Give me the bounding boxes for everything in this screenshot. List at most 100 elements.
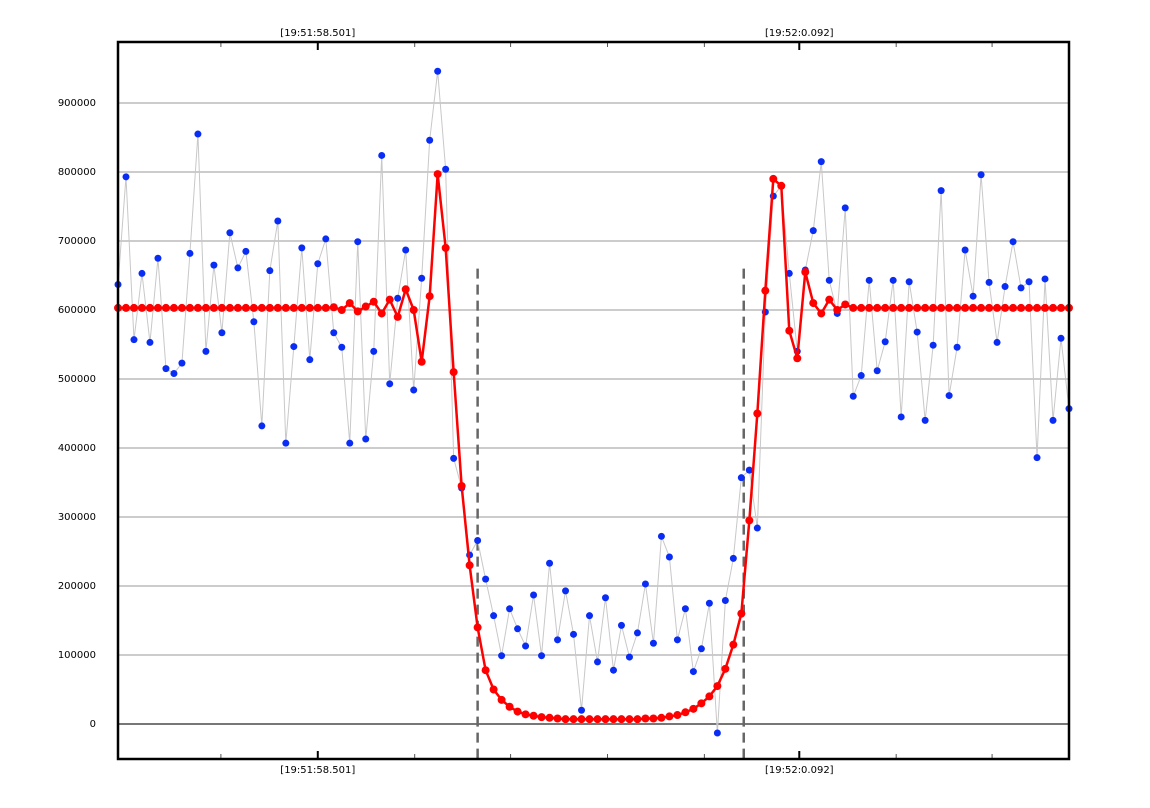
data-point [665,553,673,561]
x-tick-label: [19:52:0.092] [765,765,834,776]
series-line [117,71,1070,734]
data-point [257,303,266,312]
data-point [122,173,130,181]
data-point [338,343,346,351]
data-point [721,664,730,673]
data-point [305,303,314,312]
data-point [633,629,641,637]
data-point [1041,275,1049,283]
data-point [298,244,306,252]
data-point [570,630,578,638]
data-point [921,303,930,312]
y-tick-label: 900000 [58,98,96,109]
data-point [514,625,522,633]
data-point [753,409,762,418]
data-point [577,715,586,724]
data-point [361,302,370,311]
data-point [897,413,905,421]
data-point [234,264,242,272]
data-point [817,309,826,318]
data-point [593,715,602,724]
data-point [497,695,506,704]
data-point [609,666,617,674]
data-point [873,303,882,312]
data-point [433,170,442,179]
data-point [369,297,378,306]
data-point [329,303,338,312]
data-point [145,303,154,312]
data-point [513,707,522,716]
data-point [801,268,810,277]
data-point [185,303,194,312]
data-point [841,300,850,309]
data-point [929,303,938,312]
data-point [394,294,402,302]
y-tick-label: 300000 [58,512,96,523]
data-point [290,343,298,351]
data-point [617,621,625,629]
data-point [449,368,458,377]
data-point [169,303,178,312]
data-point [817,158,825,166]
data-point [929,341,937,349]
data-point [354,238,362,246]
data-point [953,303,962,312]
data-point [506,605,514,613]
data-point [233,303,242,312]
data-point [586,612,594,620]
data-point [913,303,922,312]
data-point [353,307,362,316]
data-point [225,303,234,312]
data-point [1049,416,1057,424]
data-point [1041,303,1050,312]
data-point [330,329,338,337]
data-point [969,303,978,312]
data-point [617,715,626,724]
data-point [178,359,186,367]
data-point [937,187,945,195]
data-point [1025,278,1033,286]
data-point [281,303,290,312]
data-point [265,303,274,312]
data-point [370,347,378,355]
data-point [697,699,706,708]
data-point [889,303,898,312]
data-point [1001,283,1009,291]
data-point [849,392,857,400]
data-point [753,524,761,532]
data-point [601,594,609,602]
data-point [282,439,290,447]
data-point [337,306,346,315]
data-point [273,303,282,312]
data-point [266,267,274,275]
data-point [849,303,858,312]
data-point [681,708,690,717]
data-point [450,454,458,462]
data-point [593,658,601,666]
data-point [865,303,874,312]
data-point [425,292,434,301]
data-point [409,306,418,315]
data-point [761,286,770,295]
data-point [129,303,138,312]
data-point [993,303,1002,312]
data-point [905,278,913,286]
data-point [1057,303,1066,312]
data-point [721,597,729,605]
data-point [657,713,666,722]
data-point [146,338,154,346]
data-point [561,715,570,724]
y-tick-label: 400000 [58,443,96,454]
data-point [554,636,562,644]
data-point [937,303,946,312]
data-point [945,303,954,312]
data-point [873,367,881,375]
data-point [249,303,258,312]
data-point [130,336,138,344]
data-point [505,702,514,711]
x-tick-label: [19:52:0.092] [765,28,834,39]
data-point [673,636,681,644]
data-point [498,652,506,660]
data-point [641,714,650,723]
